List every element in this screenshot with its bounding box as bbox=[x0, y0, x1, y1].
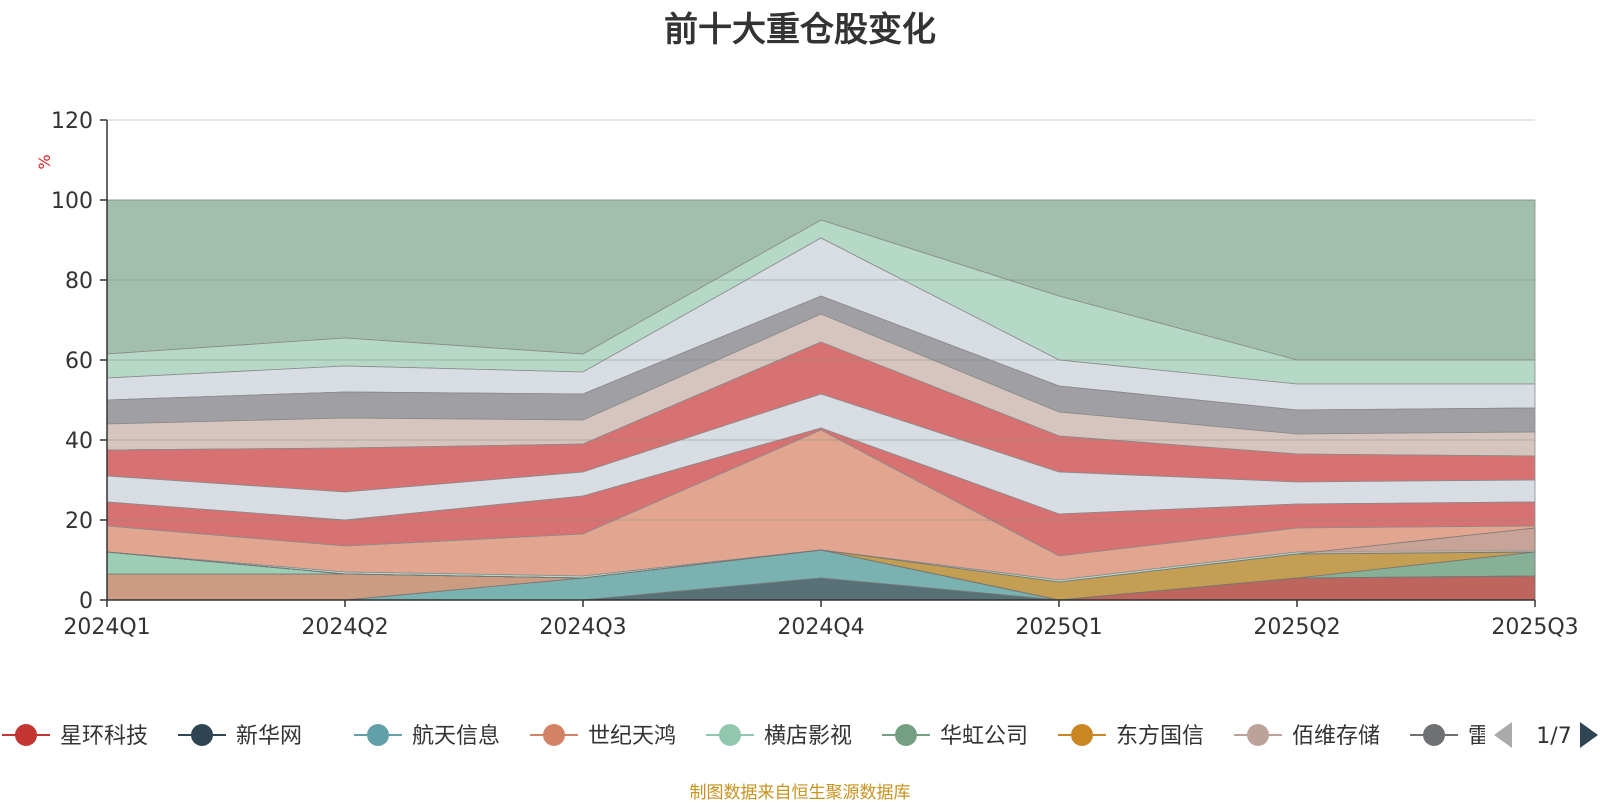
legend-marker bbox=[367, 724, 389, 746]
gridlines bbox=[107, 119, 1535, 521]
legend-item[interactable]: 新华网 bbox=[178, 724, 302, 749]
legend-item[interactable]: 星环科技 bbox=[2, 724, 148, 749]
x-tick-label: 2024Q4 bbox=[777, 615, 864, 640]
legend-page-indicator: 1/7 bbox=[1536, 724, 1571, 749]
y-tick-label: 20 bbox=[65, 509, 93, 534]
legend-label: 华虹公司 bbox=[940, 724, 1028, 749]
legend-label: 世纪天鸿 bbox=[588, 724, 676, 749]
legend: 星环科技 新华网 航天信息 世纪天鸿 横店影视 华虹公司 东方国信 佰维存储 雷 1/7 bbox=[2, 722, 1598, 749]
legend-item[interactable]: 佰维存储 bbox=[1234, 724, 1380, 749]
legend-item[interactable]: 世纪天鸿 bbox=[530, 724, 676, 749]
y-axis-unit-label: % bbox=[35, 154, 54, 169]
y-tick-label: 0 bbox=[79, 589, 93, 614]
y-tick-label: 100 bbox=[51, 189, 93, 214]
legend-marker bbox=[191, 724, 213, 746]
legend-label: 雷 bbox=[1468, 724, 1490, 749]
legend-label: 东方国信 bbox=[1116, 724, 1204, 749]
legend-next-page-icon[interactable] bbox=[1580, 722, 1598, 748]
legend-item[interactable]: 航天信息 bbox=[354, 724, 500, 749]
legend-label: 星环科技 bbox=[60, 724, 148, 749]
x-tick-label: 2024Q3 bbox=[539, 615, 626, 640]
legend-label: 新华网 bbox=[236, 724, 302, 749]
chart-title: 前十大重仓股变化 bbox=[664, 10, 936, 50]
y-tick-label: 120 bbox=[51, 109, 93, 134]
legend-item[interactable]: 华虹公司 bbox=[882, 724, 1028, 749]
x-tick-label: 2025Q3 bbox=[1491, 615, 1578, 640]
legend-marker bbox=[895, 724, 917, 746]
legend-label: 横店影视 bbox=[764, 724, 852, 749]
legend-prev-page-icon[interactable] bbox=[1494, 722, 1512, 748]
data-source-note: 制图数据来自恒生聚源数据库 bbox=[689, 783, 911, 803]
y-tick-label: 60 bbox=[65, 349, 93, 374]
legend-marker bbox=[1071, 724, 1093, 746]
legend-marker bbox=[1423, 724, 1445, 746]
legend-marker bbox=[543, 724, 565, 746]
legend-marker bbox=[719, 724, 741, 746]
x-tick-label: 2024Q1 bbox=[63, 615, 150, 640]
legend-label: 航天信息 bbox=[412, 724, 500, 749]
legend-label: 佰维存储 bbox=[1292, 724, 1380, 749]
y-tick-label: 40 bbox=[65, 429, 93, 454]
series-area-7 bbox=[106, 527, 1536, 583]
x-tick-label: 2024Q2 bbox=[301, 615, 388, 640]
legend-item[interactable]: 雷 bbox=[1410, 724, 1490, 749]
y-tick-label: 80 bbox=[65, 269, 93, 294]
axes: 0 20 40 60 80 100 120 2024Q1 2024Q2 2024Q3 2024Q4 2… bbox=[51, 109, 1579, 640]
x-tick-label: 2025Q1 bbox=[1015, 615, 1102, 640]
x-tick-label: 2025Q2 bbox=[1253, 615, 1340, 640]
legend-item[interactable]: 横店影视 bbox=[706, 724, 852, 749]
legend-marker bbox=[15, 724, 37, 746]
legend-marker bbox=[1247, 724, 1269, 746]
legend-item[interactable]: 东方国信 bbox=[1058, 724, 1204, 749]
stacked-area-layers bbox=[106, 199, 1536, 601]
